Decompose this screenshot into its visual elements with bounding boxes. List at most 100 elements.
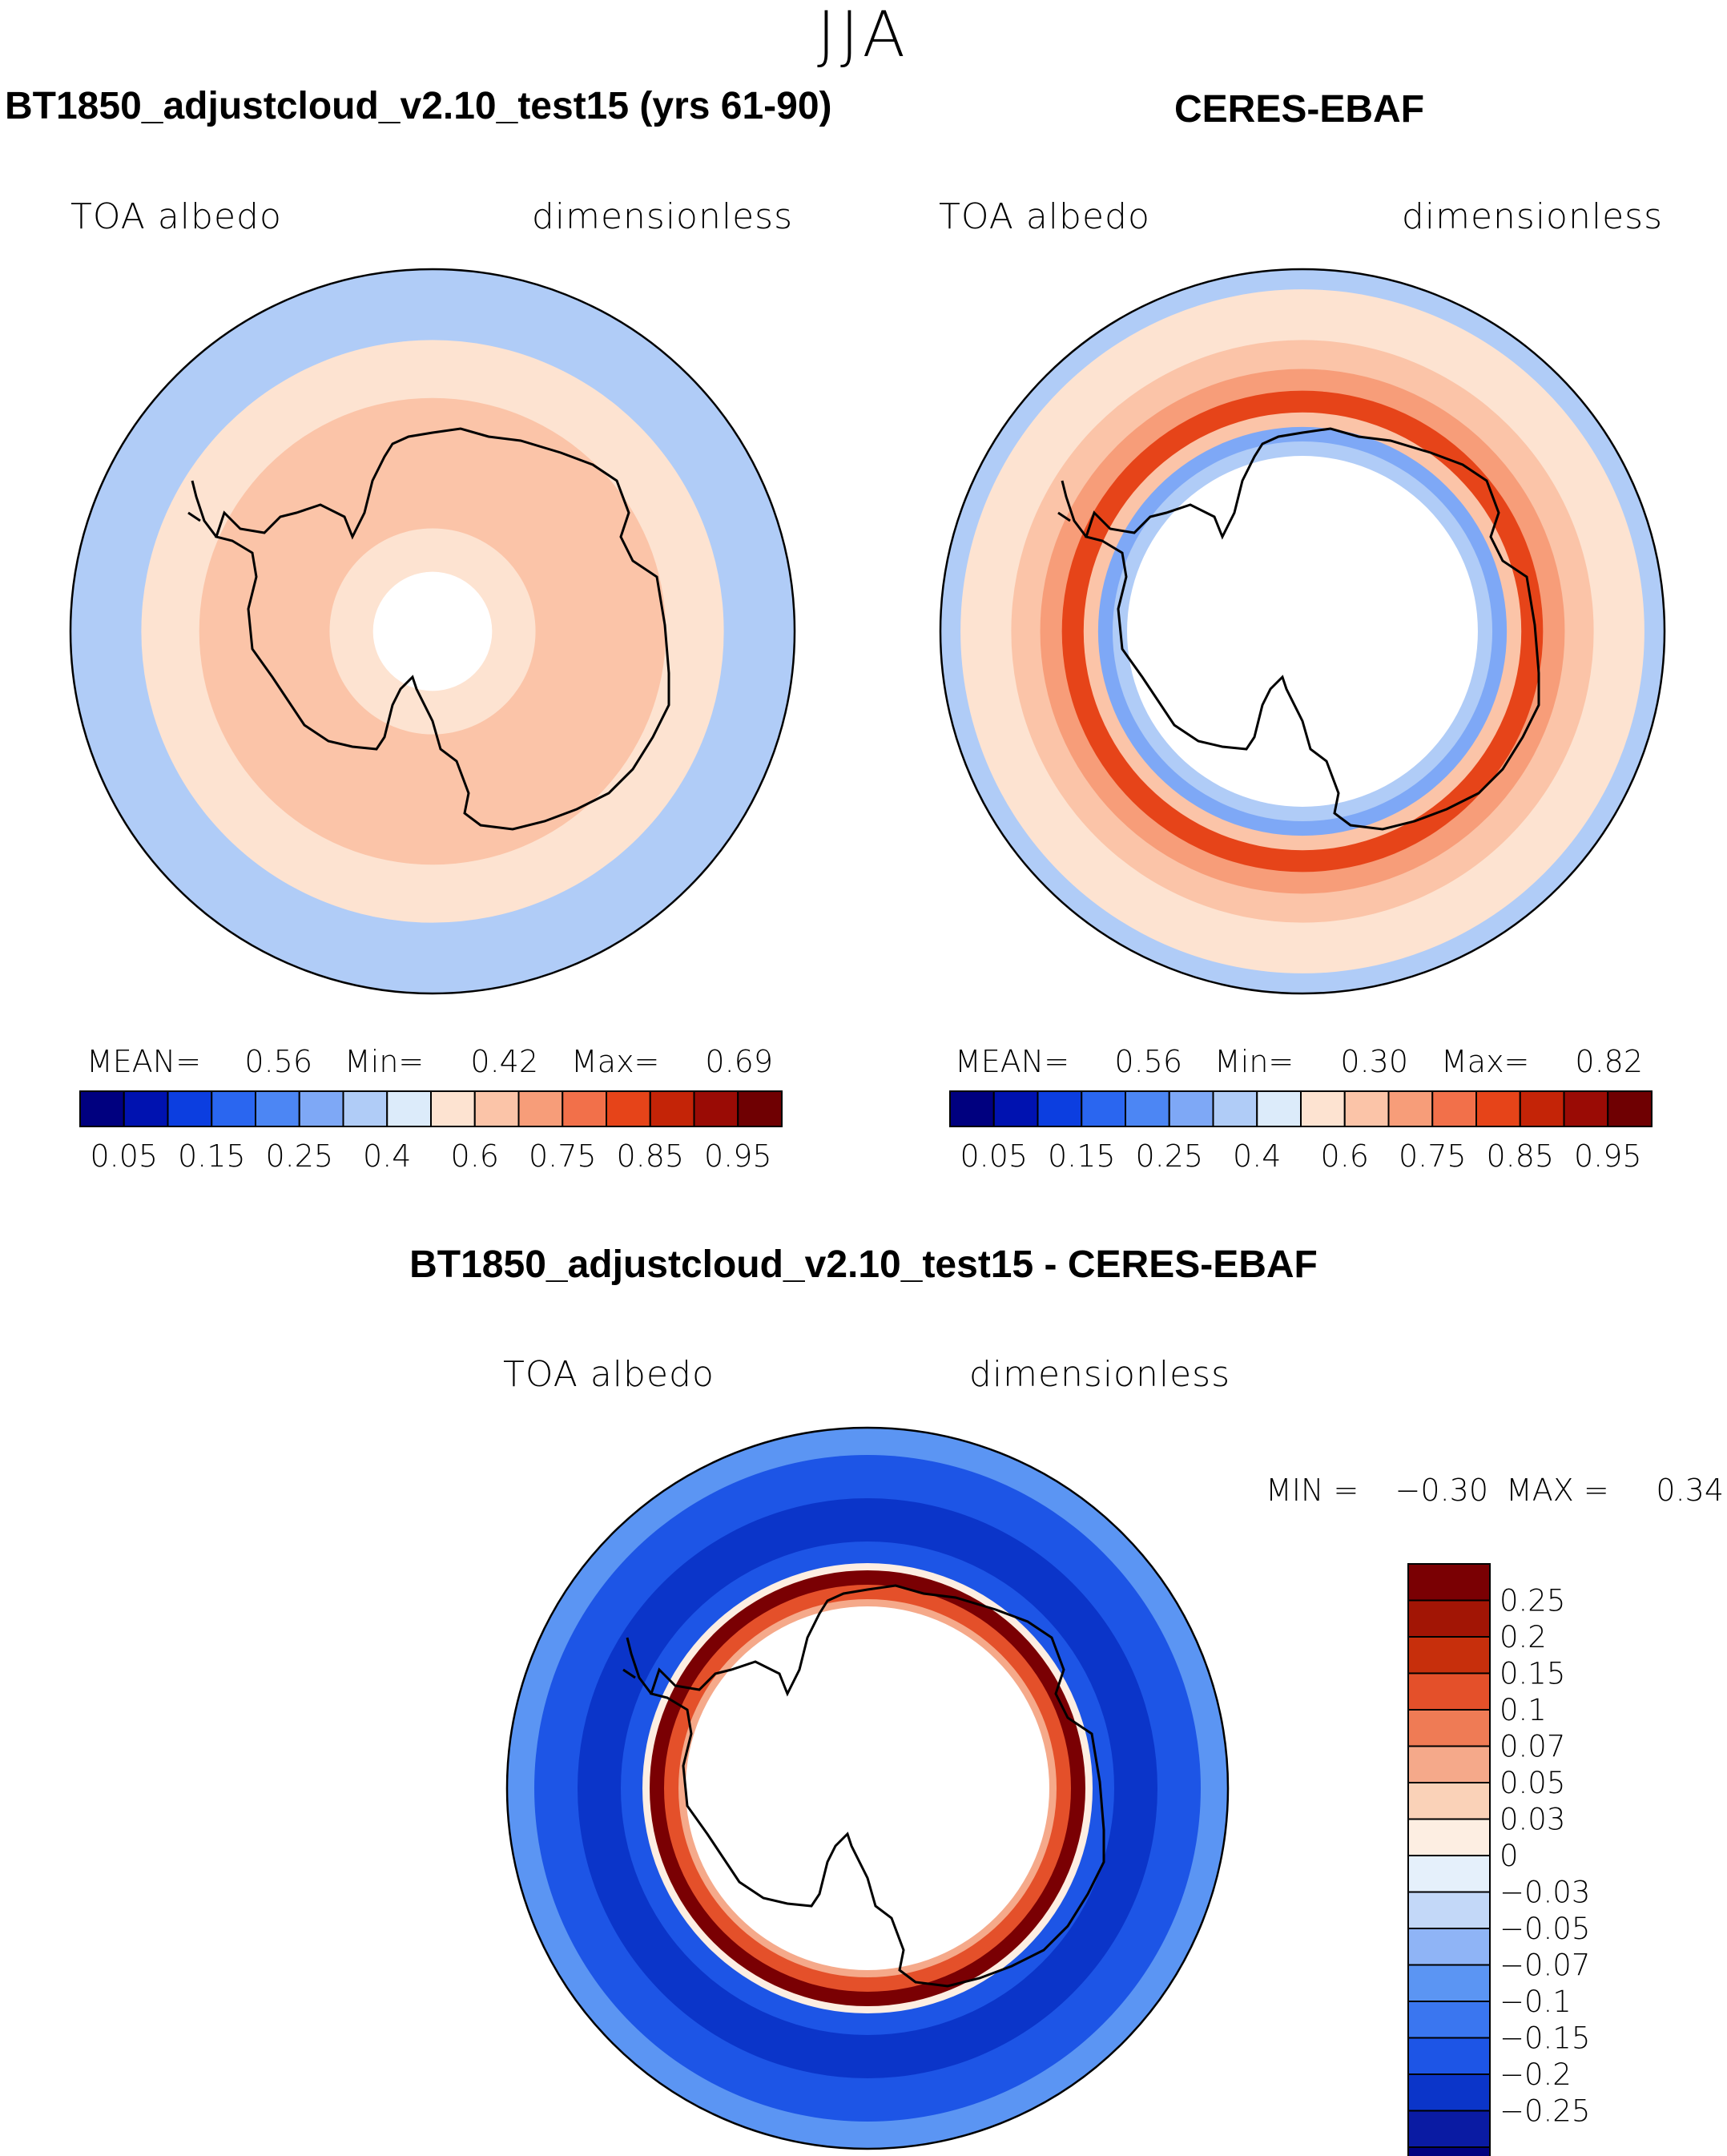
colorbar-tick-label: 0.4 <box>363 1138 411 1174</box>
colorbar-box <box>1407 1672 1491 1711</box>
contour-band-9 <box>686 1606 1049 1970</box>
panel-1-peninsula <box>187 480 218 538</box>
panel-2-mean-value: 0.56 <box>1114 1044 1182 1079</box>
colorbar-box <box>1387 1090 1434 1127</box>
panel-2-peninsula <box>1057 480 1088 538</box>
panel-1-colorbar: 0.05 0.15 0.25 0.4 0.6 0.75 0.85 0.95 <box>79 1090 783 1174</box>
panel-1-contours <box>70 269 795 993</box>
colorbar-box <box>649 1090 695 1127</box>
colorbar-box <box>1407 1818 1491 1856</box>
panel-1-min-value: 0.42 <box>470 1044 538 1079</box>
panel-1-mean-label: MEAN= <box>87 1044 201 1079</box>
colorbar-box <box>1256 1090 1302 1127</box>
panel-2-min-value: 0.30 <box>1340 1044 1408 1079</box>
panel-3-frame <box>505 1426 1230 2150</box>
panel-2-stats: MEAN= 0.56 Min= 0.30 Max= 0.82 <box>955 1044 1643 1079</box>
colorbar-box <box>211 1090 256 1127</box>
panel-3-peninsula <box>622 1637 653 1695</box>
panel-2-frame <box>939 268 1666 995</box>
panel-1-units: dimensionless <box>532 196 793 237</box>
colorbar-tick-label: 0.07 <box>1500 1730 1565 1764</box>
colorbar-tick-label: 0.15 <box>1500 1657 1565 1691</box>
colorbar-tick-label: −0.1 <box>1500 1985 1572 2019</box>
panel-2-colorbar: 0.05 0.15 0.25 0.4 0.6 0.75 0.85 0.95 <box>949 1090 1653 1174</box>
colorbar-box <box>562 1090 607 1127</box>
panel-2-max-label: Max= <box>1441 1044 1529 1079</box>
colorbar-box <box>473 1090 520 1127</box>
panel-1-stats: MEAN= 0.56 Min= 0.42 Max= 0.69 <box>87 1044 773 1079</box>
colorbar-tick-label: 0.75 <box>1399 1138 1467 1174</box>
season-title: JJA <box>817 0 910 71</box>
colorbar-tick-label: 0.2 <box>1500 1620 1547 1654</box>
colorbar-box <box>1563 1090 1609 1127</box>
colorbar-box <box>992 1090 1039 1127</box>
colorbar-tick-label: −0.15 <box>1500 2021 1590 2056</box>
panel-2-variable: TOA albedo <box>939 196 1150 237</box>
colorbar-tick-label: 0 <box>1500 1839 1519 1873</box>
panel-3-antarctica-coastline <box>650 1584 1105 1988</box>
colorbar-tick-label: 0.05 <box>90 1138 158 1174</box>
colorbar-box <box>386 1090 432 1127</box>
panel-3-units: dimensionless <box>969 1354 1230 1395</box>
colorbar-box <box>1212 1090 1258 1127</box>
panel-2-units: dimensionless <box>1402 196 1663 237</box>
colorbar-tick-label: 0.6 <box>451 1138 499 1174</box>
colorbar-tick-label: 0.1 <box>1500 1693 1547 1727</box>
colorbar-tick-label: 0.25 <box>1500 1584 1565 1618</box>
colorbar-box <box>1407 2037 1491 2075</box>
colorbar-box <box>1407 1636 1491 1674</box>
colorbar-tick-label: 0.6 <box>1321 1138 1369 1174</box>
colorbar-tick-label: 0.85 <box>616 1138 684 1174</box>
colorbar-box <box>1343 1090 1390 1127</box>
colorbar-box <box>1407 2146 1491 2156</box>
colorbar-box <box>1475 1090 1521 1127</box>
colorbar-tick-label: 0.15 <box>178 1138 246 1174</box>
panel-2-min-label: Min= <box>1214 1044 1294 1079</box>
colorbar-box <box>1125 1090 1170 1127</box>
colorbar-box <box>949 1090 995 1127</box>
colorbar-box <box>693 1090 739 1127</box>
colorbar-box <box>1407 1563 1491 1602</box>
colorbar-tick-label: 0.85 <box>1486 1138 1554 1174</box>
colorbar-box <box>517 1090 564 1127</box>
colorbar-box <box>1407 1855 1491 1893</box>
colorbar-tick-label: 0.03 <box>1500 1803 1565 1837</box>
colorbar-box <box>1407 2073 1491 2112</box>
panel-1-map <box>69 268 796 995</box>
panel-2-max-value: 0.82 <box>1575 1044 1643 1079</box>
panel-1-mean-value: 0.56 <box>244 1044 312 1079</box>
colorbar-tick-label: 0.05 <box>960 1138 1028 1174</box>
colorbar-tick-label: 0.25 <box>265 1138 333 1174</box>
colorbar-tick-label: 0.05 <box>1500 1766 1565 1800</box>
colorbar-box <box>298 1090 344 1127</box>
colorbar-box <box>1407 1745 1491 1783</box>
panel-1-max-label: Max= <box>571 1044 659 1079</box>
panel-2-map <box>939 268 1666 995</box>
colorbar-box <box>1407 1709 1491 1747</box>
colorbar-tick-label: −0.25 <box>1500 2094 1590 2129</box>
colorbar-box <box>79 1090 125 1127</box>
colorbar-box <box>342 1090 388 1127</box>
colorbar-tick-label: −0.07 <box>1500 1948 1590 1983</box>
colorbar-box <box>255 1090 300 1127</box>
panel-3-stats: MIN = −0.30 MAX = 0.34 <box>1266 1473 1724 1508</box>
colorbar-box <box>167 1090 213 1127</box>
colorbar-box <box>1607 1090 1653 1127</box>
panel-1-frame <box>69 268 796 995</box>
colorbar-box <box>1407 1782 1491 1820</box>
panel-1-min-label: Min= <box>344 1044 424 1079</box>
panel-3-title: BT1850_adjustcloud_v2.10_test15 - CERES-… <box>409 1243 1318 1286</box>
colorbar-box <box>1168 1090 1214 1127</box>
panel-3-contours <box>507 1428 1228 2149</box>
panel-3-colorbar: 0.250.20.150.10.070.050.030−0.03−0.05−0.… <box>1407 1563 1590 2156</box>
colorbar-box <box>1431 1090 1477 1127</box>
panel-2-antarctica-coastline <box>1085 427 1540 831</box>
panel-3-min-label: MIN = <box>1266 1473 1359 1508</box>
panel-2-title: CERES-EBAF <box>1174 88 1424 131</box>
colorbar-tick-label: −0.05 <box>1500 1912 1590 1946</box>
colorbar-box <box>1407 2001 1491 2039</box>
colorbar-tick-label: 0.95 <box>1574 1138 1642 1174</box>
panel-1-max-value: 0.69 <box>705 1044 773 1079</box>
colorbar-tick-label: −0.03 <box>1500 1876 1590 1910</box>
